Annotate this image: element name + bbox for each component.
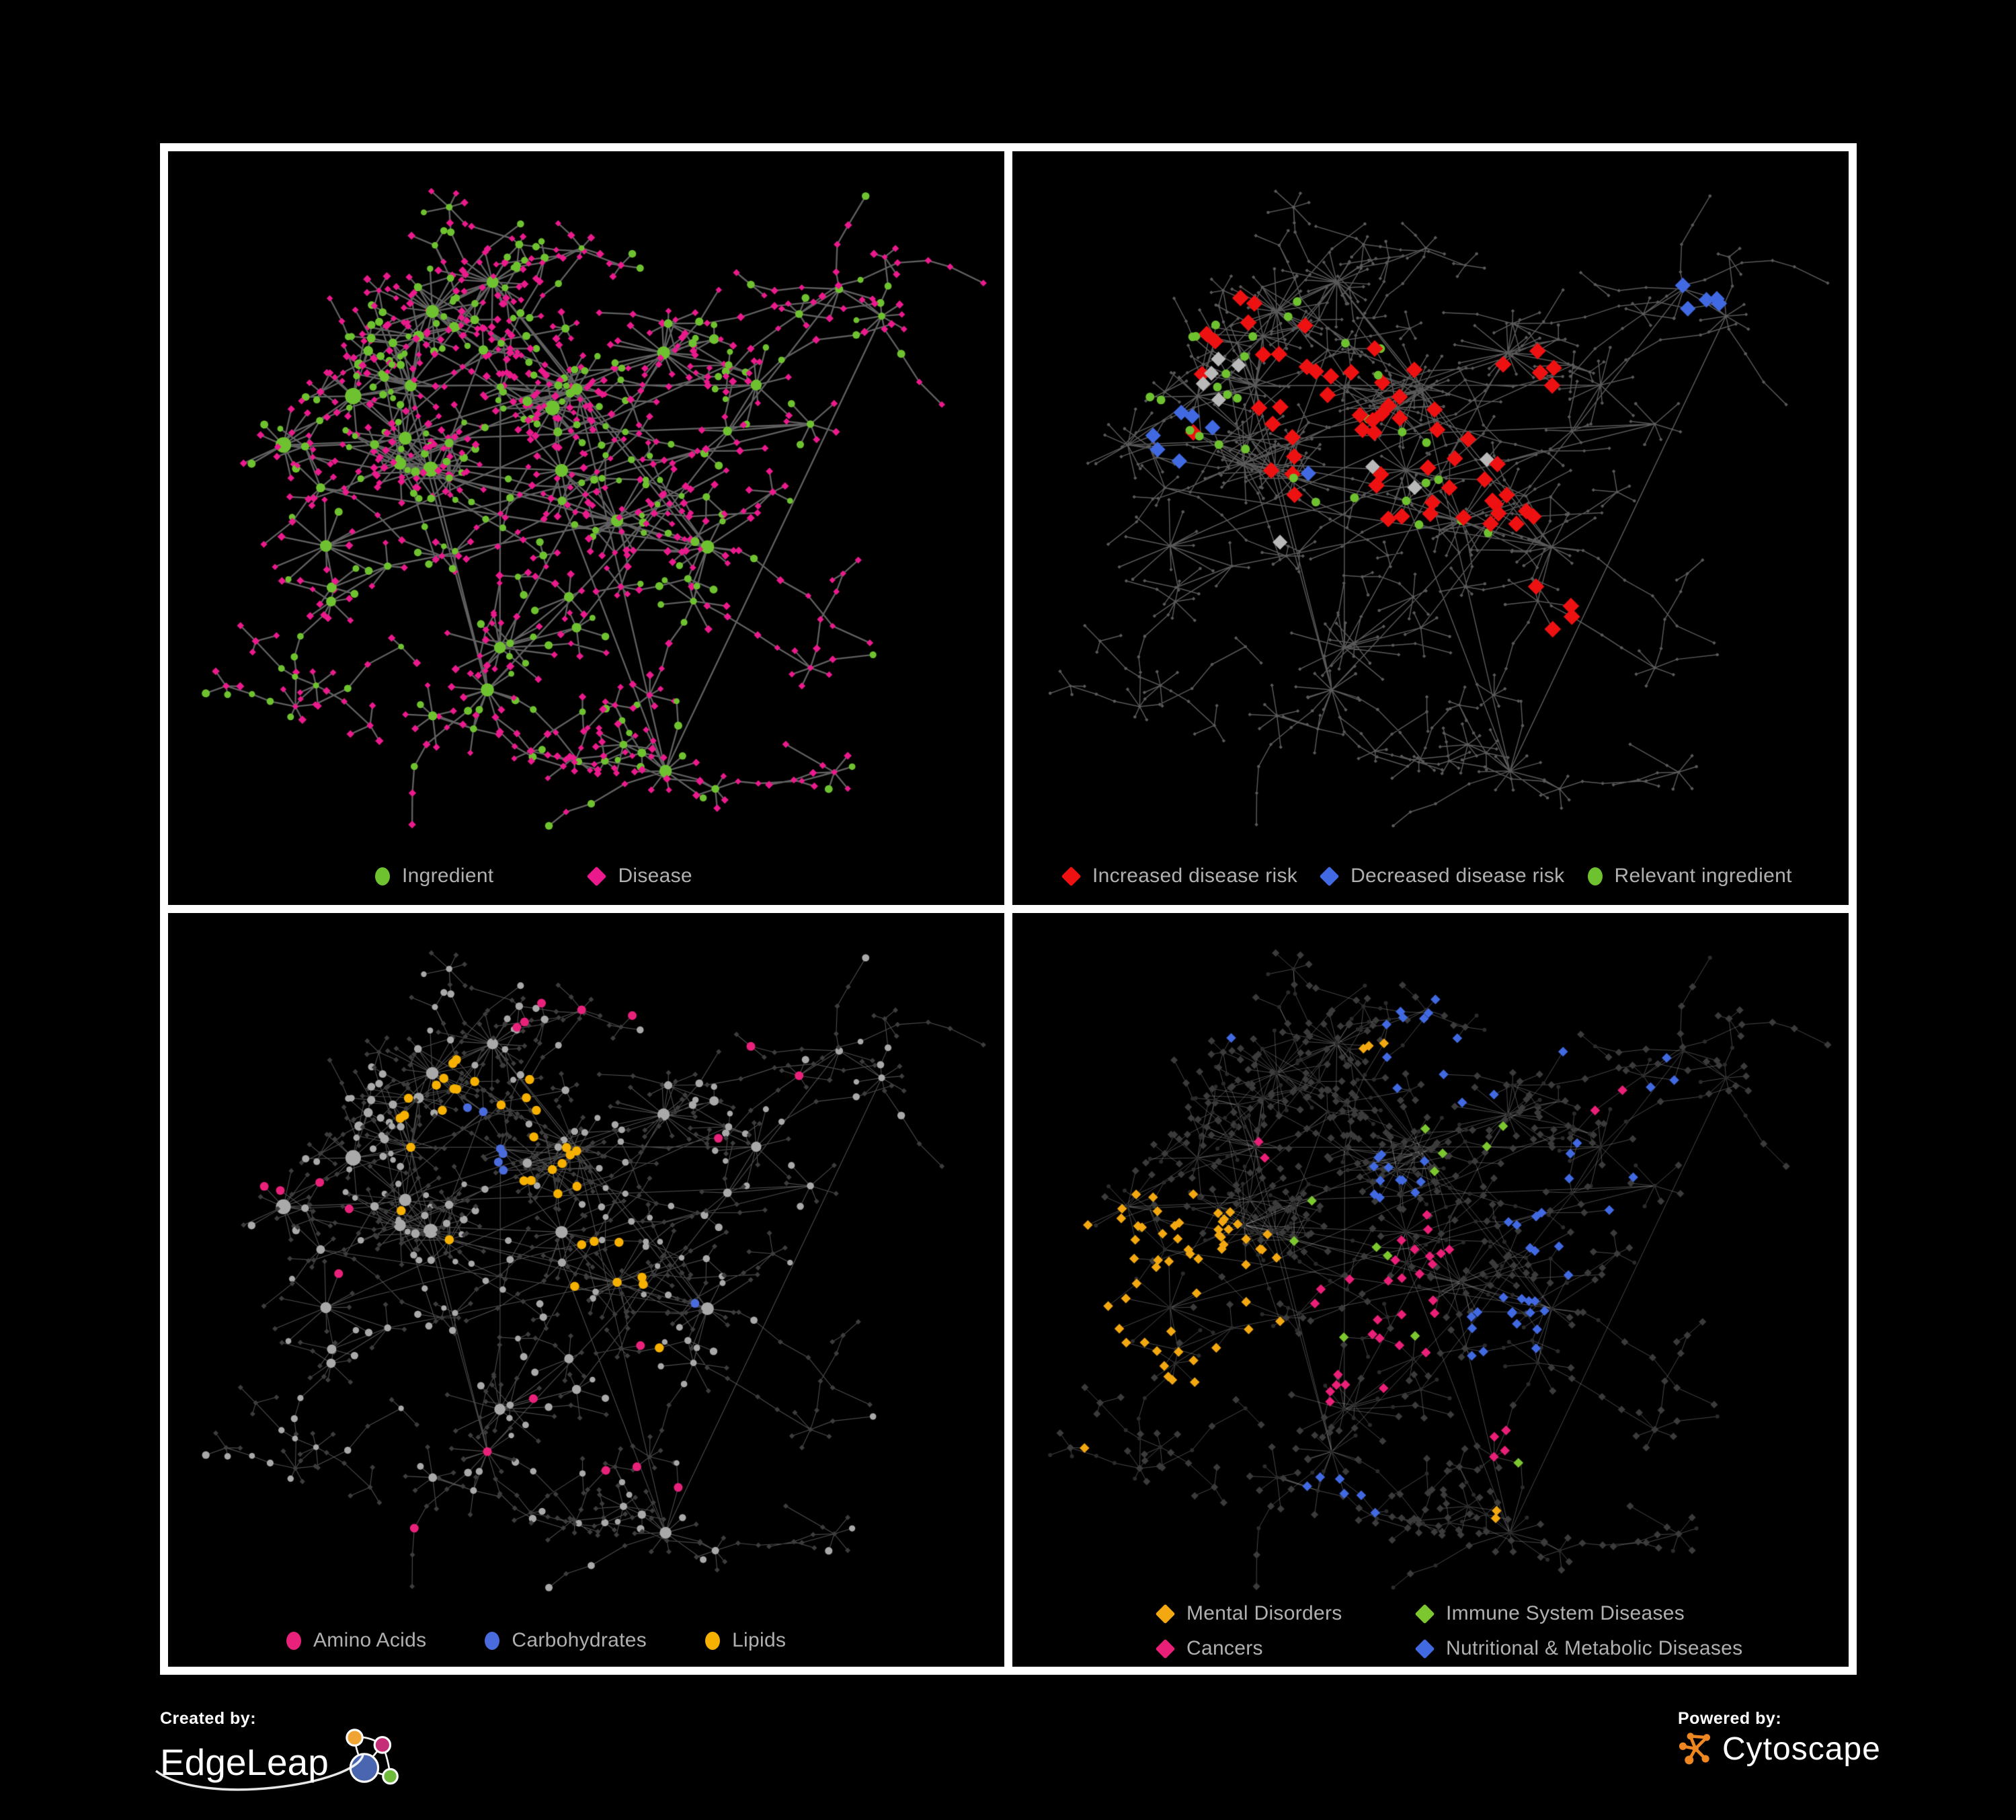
legend-item-disease: Disease xyxy=(587,865,692,887)
legend-item-lipids: Lipids xyxy=(705,1629,786,1652)
ingredient-disease-network-canvas xyxy=(168,151,1004,905)
legend-item-ingredient: Ingredient xyxy=(375,865,493,887)
cancers-marker-icon xyxy=(1155,1638,1176,1659)
legend-label: Immune System Diseases xyxy=(1446,1602,1685,1624)
legend-label: Cancers xyxy=(1186,1637,1263,1659)
cytoscape-logo-icon xyxy=(1679,1733,1711,1765)
legend-ingredient-disease: Ingredient Disease xyxy=(168,865,1004,887)
legend-item-relevant-ingredient: Relevant ingredient xyxy=(1587,865,1792,887)
edgeleap-node-pink xyxy=(373,1736,391,1754)
legend-disease-risk: Increased disease risk Decreased disease… xyxy=(1012,865,1849,887)
relevant-ingredient-marker-icon xyxy=(1587,867,1603,885)
cytoscape-brand-row: Cytoscape xyxy=(1678,1730,1881,1768)
legend-label: Carbohydrates xyxy=(512,1629,647,1651)
decreased-risk-marker-icon xyxy=(1319,866,1340,886)
edgeleap-credit: Created by: EdgeLeap xyxy=(155,1709,449,1794)
legend-item-decreased-risk: Decreased disease risk xyxy=(1319,865,1565,887)
legend-item-mental-disorders: Mental Disorders xyxy=(1155,1602,1416,1625)
legend-item-immune-system-diseases: Immune System Diseases xyxy=(1414,1602,1742,1625)
panel-ingredient-disease: Ingredient Disease xyxy=(168,151,1004,905)
legend-label: Lipids xyxy=(732,1629,787,1651)
amino-acids-marker-icon xyxy=(286,1631,301,1650)
edgeleap-brand-row: EdgeLeap xyxy=(160,1729,449,1794)
disease-marker-icon xyxy=(587,866,607,886)
edgeleap-node-orange xyxy=(346,1729,364,1747)
panel-nutrient-classes: Amino Acids Carbohydrates Lipids xyxy=(168,913,1004,1667)
cytoscape-wordmark: Cytoscape xyxy=(1722,1731,1881,1767)
legend-item-increased-risk: Increased disease risk xyxy=(1061,865,1298,887)
created-by-label: Created by: xyxy=(160,1709,257,1728)
legend-label: Decreased disease risk xyxy=(1350,865,1565,887)
legend-item-amino-acids: Amino Acids xyxy=(286,1629,426,1652)
legend-item-nutritional-metabolic-diseases: Nutritional & Metabolic Diseases xyxy=(1414,1637,1743,1660)
legend-label: Mental Disorders xyxy=(1186,1602,1342,1624)
legend-item-carbohydrates: Carbohydrates xyxy=(485,1629,647,1652)
disease-category-network-canvas xyxy=(1012,913,1849,1667)
legend-item-cancers: Cancers xyxy=(1155,1637,1416,1660)
legend-disease-categories: Mental Disorders Immune System Diseases … xyxy=(1155,1602,1743,1660)
legend-label: Ingredient xyxy=(402,865,494,887)
legend-label: Relevant ingredient xyxy=(1614,865,1792,887)
ingredient-marker-icon xyxy=(375,867,390,885)
panel-disease-risk: Increased disease risk Decreased disease… xyxy=(1012,151,1849,905)
panel-grid: Ingredient Disease Increased disease ris… xyxy=(160,143,1857,1675)
immune-system-marker-icon xyxy=(1414,1604,1435,1624)
lipids-marker-icon xyxy=(705,1631,721,1650)
legend-label: Nutritional & Metabolic Diseases xyxy=(1446,1637,1743,1659)
panel-disease-categories: Mental Disorders Immune System Diseases … xyxy=(1012,913,1849,1667)
increased-risk-marker-icon xyxy=(1061,866,1082,886)
nutrient-class-network-canvas xyxy=(168,913,1004,1667)
edgeleap-node-blue xyxy=(349,1753,379,1783)
legend-label: Amino Acids xyxy=(313,1629,427,1651)
carbohydrates-marker-icon xyxy=(485,1631,500,1650)
legend-label: Disease xyxy=(618,865,692,887)
disease-risk-network-canvas xyxy=(1012,151,1849,905)
cytoscape-credit: Powered by: Cytoscape xyxy=(1678,1709,1881,1768)
edgeleap-logo-icon xyxy=(346,1729,399,1785)
edgeleap-node-green xyxy=(382,1768,399,1785)
legend-nutrient-classes: Amino Acids Carbohydrates Lipids xyxy=(168,1629,1004,1652)
mental-disorders-marker-icon xyxy=(1155,1604,1176,1624)
nutritional-metabolic-marker-icon xyxy=(1414,1638,1435,1659)
legend-label: Increased disease risk xyxy=(1092,865,1298,887)
edgeleap-wordmark: EdgeLeap xyxy=(160,1741,329,1783)
powered-by-label: Powered by: xyxy=(1678,1709,1782,1728)
